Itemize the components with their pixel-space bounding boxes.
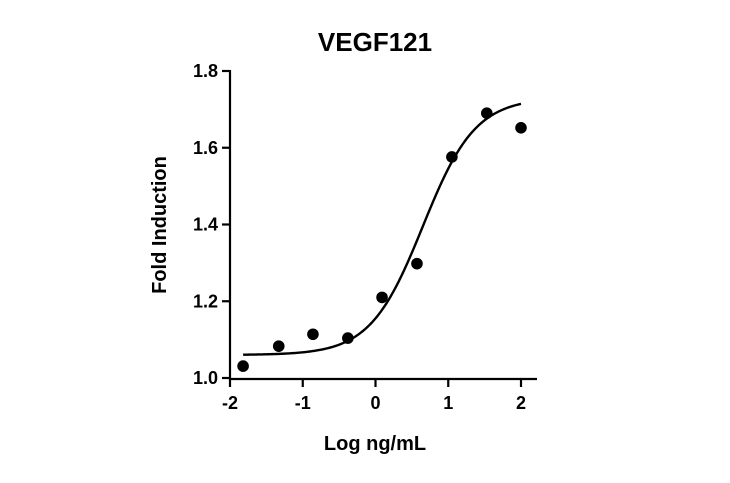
data-point [272, 340, 285, 352]
data-point [515, 122, 527, 134]
data-point [376, 291, 388, 304]
y-tick-label: 1.0 [193, 368, 218, 388]
data-point [411, 257, 423, 270]
x-axis-label: Log ng/mL [324, 433, 426, 455]
data-point [307, 328, 319, 341]
data-points-layer [237, 107, 527, 372]
data-point [446, 151, 458, 163]
y-axis-label: Fold Induction [149, 156, 171, 294]
x-tick-label: 0 [370, 393, 380, 413]
y-tick-label: 1.2 [193, 291, 218, 311]
y-axis: 1.0 1.2 1.4 1.6 1.8 [193, 61, 232, 388]
x-axis: -2 -1 0 1 2 [222, 377, 537, 413]
data-point [481, 107, 493, 120]
fit-curve-layer [243, 102, 522, 356]
x-tick-label: 1 [443, 393, 453, 413]
x-tick-label: 2 [516, 393, 526, 413]
x-tick-label: -1 [295, 393, 311, 413]
y-tick-label: 1.8 [193, 61, 218, 81]
fit-curve-line [243, 102, 522, 356]
y-tick-label: 1.4 [193, 215, 218, 235]
data-point [237, 360, 249, 372]
chart-title: VEGF121 [318, 27, 432, 57]
x-tick-label: -2 [222, 393, 238, 413]
data-point [342, 332, 354, 344]
y-tick-label: 1.6 [193, 138, 218, 158]
